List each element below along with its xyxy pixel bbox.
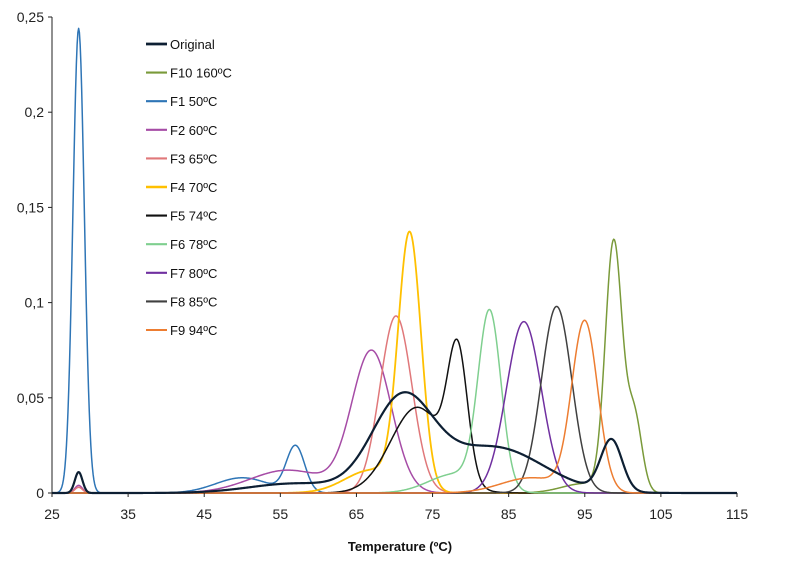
ticks: 25 35 45 55 65 75 85 95 105 115 0 0,05 0,1 0,15 0,2 0,2… <box>17 9 749 522</box>
y-tick-label: 0,05 <box>17 390 44 406</box>
legend-label: F3 65ºC <box>170 151 217 166</box>
x-tick-label: 75 <box>425 506 441 522</box>
x-tick-label: 85 <box>501 506 517 522</box>
y-tick-label: 0,25 <box>17 9 44 25</box>
series-line-f7-80-c <box>52 320 737 494</box>
legend-label: F10 160ºC <box>170 66 232 81</box>
y-tick-label: 0,2 <box>25 104 45 120</box>
x-tick-label: 115 <box>726 506 749 522</box>
legend-label: F9 94ºC <box>170 323 217 338</box>
x-tick-label: 35 <box>120 506 136 522</box>
legend-label: F5 74ºC <box>170 209 217 224</box>
x-tick-label: 45 <box>196 506 212 522</box>
series-layer <box>51 27 738 495</box>
x-tick-label: 95 <box>577 506 593 522</box>
y-tick-label: 0,15 <box>17 199 44 215</box>
series-line-original <box>51 391 738 495</box>
legend-label: F2 60ºC <box>170 123 217 138</box>
legend-label: F7 80ºC <box>170 266 217 281</box>
y-tick-label: 0 <box>36 485 44 501</box>
x-tick-label: 55 <box>273 506 289 522</box>
series-line-f8-85-c <box>52 305 737 494</box>
legend: Original F10 160ºC F1 50ºC F2 60ºC F3 65ºC F4… <box>146 37 232 338</box>
y-tick-label: 0,1 <box>25 295 45 311</box>
legend-label: F6 78ºC <box>170 237 217 252</box>
legend-label: F8 85ºC <box>170 294 217 309</box>
x-tick-label: 25 <box>44 506 60 522</box>
legend-label: Original <box>170 37 215 52</box>
legend-label: F1 50ºC <box>170 94 217 109</box>
x-axis-title: Temperature (ºC) <box>348 539 452 554</box>
x-tick-label: 105 <box>649 506 673 522</box>
series-line-f5-74-c <box>52 338 737 494</box>
x-tick-label: 65 <box>349 506 365 522</box>
series-line-f4-70-c <box>51 230 738 494</box>
legend-label: F4 70ºC <box>170 180 217 195</box>
